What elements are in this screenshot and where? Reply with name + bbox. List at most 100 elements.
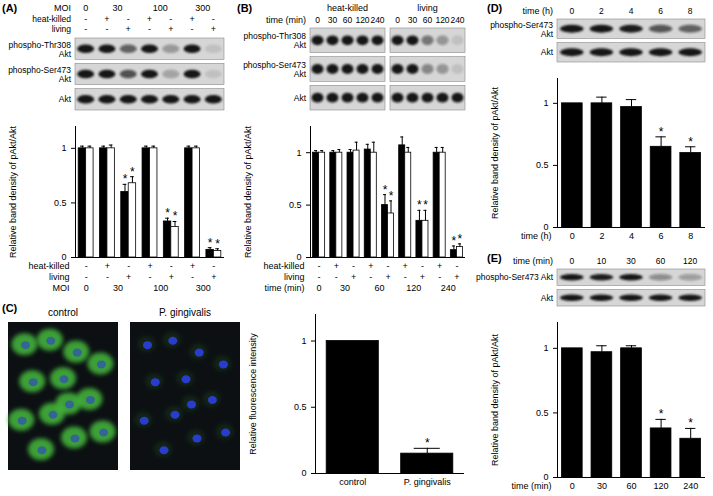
svg-text:120: 120 xyxy=(406,283,421,293)
svg-text:120: 120 xyxy=(435,15,449,25)
svg-text:10: 10 xyxy=(597,256,607,266)
svg-text:+: + xyxy=(105,261,110,271)
svg-text:-: - xyxy=(85,272,88,282)
svg-text:60: 60 xyxy=(343,15,353,25)
svg-text:*: * xyxy=(417,198,422,212)
svg-text:+: + xyxy=(368,261,373,271)
svg-text:1: 1 xyxy=(296,148,301,158)
svg-text:Relative band density of pAkt/: Relative band density of pAkt/Akt xyxy=(490,86,500,219)
svg-text:-: - xyxy=(169,14,172,24)
svg-text:(B): (B) xyxy=(237,2,253,14)
svg-text:0.5: 0.5 xyxy=(536,160,549,170)
svg-text:30: 30 xyxy=(328,15,338,25)
svg-text:0: 0 xyxy=(317,283,322,293)
svg-text:6: 6 xyxy=(659,231,664,241)
svg-text:+: + xyxy=(104,14,109,24)
svg-text:+: + xyxy=(211,272,216,282)
svg-text:Akt: Akt xyxy=(294,69,307,79)
svg-text:*: * xyxy=(659,407,664,421)
svg-text:time (min): time (min) xyxy=(266,15,306,25)
svg-text:2: 2 xyxy=(599,6,604,16)
svg-text:heat-killed: heat-killed xyxy=(327,3,368,13)
svg-text:30: 30 xyxy=(340,283,350,293)
svg-text:*: * xyxy=(659,125,664,139)
svg-text:0.5: 0.5 xyxy=(294,402,307,412)
svg-text:300: 300 xyxy=(196,283,211,293)
svg-text:-: - xyxy=(387,261,390,271)
svg-text:phospho-Ser473 Akt: phospho-Ser473 Akt xyxy=(476,272,554,282)
svg-text:(D): (D) xyxy=(487,2,503,14)
svg-text:+: + xyxy=(126,24,131,34)
svg-text:-: - xyxy=(127,261,130,271)
svg-text:time (h): time (h) xyxy=(522,6,553,16)
svg-text:*: * xyxy=(688,416,693,430)
svg-text:-: - xyxy=(106,272,109,282)
svg-text:Akt: Akt xyxy=(59,94,72,104)
svg-text:-: - xyxy=(335,272,338,282)
svg-text:-: - xyxy=(149,272,152,282)
svg-text:1: 1 xyxy=(61,143,66,153)
svg-text:control: control xyxy=(48,307,78,318)
svg-text:-: - xyxy=(170,261,173,271)
svg-text:-: - xyxy=(318,272,321,282)
svg-text:+: + xyxy=(147,14,152,24)
svg-text:heat-killed: heat-killed xyxy=(28,261,69,271)
svg-text:120: 120 xyxy=(654,481,669,491)
svg-text:*: * xyxy=(215,237,220,251)
svg-text:living: living xyxy=(417,3,438,13)
svg-text:240: 240 xyxy=(441,283,456,293)
svg-text:240: 240 xyxy=(450,15,464,25)
svg-text:Akt: Akt xyxy=(541,47,554,57)
svg-text:1: 1 xyxy=(301,336,306,346)
svg-text:+: + xyxy=(147,261,152,271)
svg-text:*: * xyxy=(423,198,428,212)
svg-text:100: 100 xyxy=(153,283,168,293)
svg-text:control: control xyxy=(339,477,366,487)
svg-text:-: - xyxy=(191,24,194,34)
svg-text:(C): (C) xyxy=(2,302,18,314)
svg-text:Akt: Akt xyxy=(294,40,307,50)
svg-text:0.5: 0.5 xyxy=(54,198,67,208)
svg-text:living: living xyxy=(52,24,72,34)
svg-text:+: + xyxy=(189,14,194,24)
svg-text:Akt: Akt xyxy=(59,49,72,59)
svg-text:1: 1 xyxy=(543,343,548,353)
svg-text:60: 60 xyxy=(656,256,666,266)
svg-text:*: * xyxy=(389,189,394,203)
svg-text:Relative band density of pAkt/: Relative band density of pAkt/Akt xyxy=(490,333,500,466)
svg-text:0.5: 0.5 xyxy=(536,408,549,418)
svg-text:Akt: Akt xyxy=(541,293,554,303)
svg-text:-: - xyxy=(212,261,215,271)
svg-text:Akt: Akt xyxy=(59,74,72,84)
svg-text:4: 4 xyxy=(629,231,634,241)
svg-text:0: 0 xyxy=(569,256,574,266)
svg-text:*: * xyxy=(208,236,213,250)
svg-text:Akt: Akt xyxy=(294,93,307,103)
svg-text:-: - xyxy=(352,261,355,271)
svg-text:6: 6 xyxy=(658,6,663,16)
svg-text:-: - xyxy=(455,261,458,271)
svg-text:Akt: Akt xyxy=(541,29,554,39)
svg-text:+: + xyxy=(454,272,459,282)
svg-text:+: + xyxy=(211,24,216,34)
svg-text:-: - xyxy=(421,261,424,271)
svg-text:120: 120 xyxy=(355,15,369,25)
svg-text:*: * xyxy=(458,232,463,246)
svg-text:heat-killed: heat-killed xyxy=(263,261,304,271)
svg-text:8: 8 xyxy=(688,6,693,16)
svg-text:0: 0 xyxy=(301,468,306,478)
svg-text:Relative band density of pAkt/: Relative band density of pAkt/Akt xyxy=(8,125,18,258)
svg-text:*: * xyxy=(425,436,430,450)
svg-text:30: 30 xyxy=(597,481,607,491)
svg-text:0: 0 xyxy=(315,15,320,25)
svg-text:240: 240 xyxy=(683,481,698,491)
svg-text:*: * xyxy=(383,183,388,197)
svg-text:P. gingivalis: P. gingivalis xyxy=(159,307,211,318)
svg-text:*: * xyxy=(165,206,170,220)
svg-text:0: 0 xyxy=(570,231,575,241)
svg-text:-: - xyxy=(85,261,88,271)
svg-text:*: * xyxy=(452,234,457,248)
svg-text:-: - xyxy=(127,14,130,24)
svg-text:30: 30 xyxy=(113,283,123,293)
svg-text:+: + xyxy=(437,261,442,271)
